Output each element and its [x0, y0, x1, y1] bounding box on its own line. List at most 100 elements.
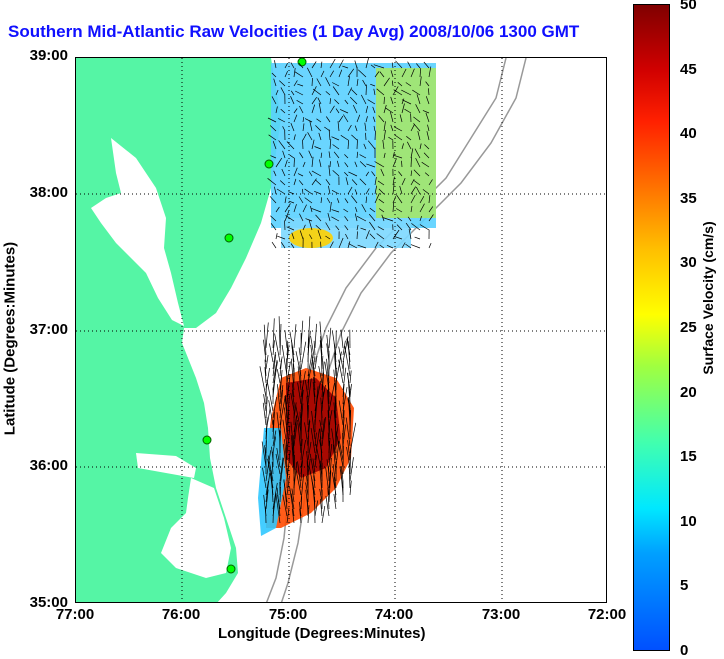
velocity-vector [428, 66, 432, 78]
velocity-vector [415, 104, 421, 114]
colorbar-tick: 35 [680, 190, 697, 207]
y-tick: 38:00 [29, 184, 68, 201]
velocity-vector [329, 139, 332, 150]
velocity-vector [326, 334, 330, 356]
velocity-vector [315, 179, 322, 186]
velocity-vector [298, 180, 304, 186]
velocity-vector [340, 470, 344, 496]
velocity-vector [347, 341, 351, 370]
velocity-vector [344, 154, 349, 159]
velocity-vector [282, 126, 286, 132]
velocity-vector [345, 417, 351, 447]
velocity-vector [356, 215, 367, 222]
velocity-vector [382, 139, 385, 150]
velocity-vector [356, 114, 361, 123]
velocity-vector [284, 159, 288, 168]
velocity-vector [347, 440, 351, 461]
velocity-vector [269, 343, 274, 363]
velocity-vector [309, 120, 313, 132]
velocity-vector [365, 105, 369, 114]
velocity-vector [378, 198, 385, 204]
velocity-vector [328, 470, 332, 503]
velocity-vector [408, 228, 412, 240]
velocity-vector [279, 359, 283, 377]
velocity-vector [360, 94, 367, 105]
velocity-vector [356, 78, 359, 87]
velocity-vector [334, 352, 337, 377]
velocity-vector [290, 493, 295, 510]
velocity-vector [338, 59, 344, 69]
velocity-vector [291, 232, 295, 240]
velocity-vector [392, 183, 395, 195]
velocity-vector [299, 411, 302, 440]
velocity-vector [307, 353, 313, 377]
velocity-vector [302, 123, 305, 132]
velocity-vector [286, 475, 290, 496]
velocity-vector [278, 140, 286, 150]
velocity-vector [314, 323, 317, 349]
velocity-vector [320, 336, 323, 356]
velocity-vector [410, 205, 413, 213]
velocity-vector [275, 206, 280, 213]
velocity-vector [284, 70, 288, 78]
velocity-vector [391, 62, 394, 69]
velocity-vector [376, 88, 385, 96]
velocity-vector [304, 118, 313, 123]
velocity-vector [391, 80, 394, 87]
velocity-vector [338, 346, 344, 370]
velocity-vector [393, 126, 403, 132]
velocity-vector [283, 444, 288, 475]
velocity-vector [290, 96, 295, 105]
velocity-vector [307, 505, 310, 524]
velocity-vector [366, 163, 376, 168]
velocity-vector [266, 379, 274, 412]
velocity-vector [298, 62, 304, 69]
velocity-vector [314, 190, 322, 195]
velocity-vector [428, 88, 430, 96]
pamlico-sound [161, 478, 231, 578]
velocity-vector [271, 96, 277, 105]
velocity-vector [311, 104, 316, 114]
velocity-vector [304, 379, 309, 398]
velocity-vector [274, 186, 277, 195]
velocity-vector [265, 396, 268, 419]
velocity-vector [276, 369, 281, 384]
velocity-vector [307, 338, 309, 370]
velocity-vector [267, 117, 277, 123]
velocity-vector [314, 496, 316, 524]
velocity-vector [302, 116, 305, 123]
velocity-vector [291, 443, 295, 475]
velocity-vector [419, 68, 422, 78]
velocity-vector [302, 133, 307, 141]
velocity-vector [351, 195, 358, 204]
velocity-vector [300, 341, 307, 370]
velocity-vector [427, 124, 430, 132]
velocity-vector [349, 480, 352, 496]
velocity-vector [334, 99, 340, 105]
velocity-vector [410, 170, 413, 177]
velocity-vector [428, 195, 431, 204]
velocity-vector [306, 395, 309, 426]
velocity-vector [278, 118, 286, 123]
velocity-vector [293, 67, 296, 78]
velocity-vector [383, 152, 386, 159]
velocity-vector [286, 373, 291, 405]
velocity-vector [428, 214, 434, 222]
velocity-vector [329, 161, 331, 168]
velocity-vector [311, 208, 322, 213]
velocity-vector [294, 71, 304, 78]
velocity-vector [419, 76, 422, 87]
velocity-vector [392, 196, 397, 204]
velocity-vector [321, 361, 325, 391]
velocity-vector [413, 180, 421, 186]
velocity-vector [320, 241, 322, 249]
velocity-vector [338, 440, 344, 461]
velocity-vector [307, 499, 309, 517]
velocity-vector [382, 217, 394, 222]
velocity-vector [306, 475, 309, 489]
velocity-vector [332, 170, 340, 177]
colorbar-tick: 10 [680, 513, 697, 530]
colorbar-tick: 25 [680, 319, 697, 336]
velocity-vector [348, 171, 358, 177]
velocity-vector [277, 235, 286, 240]
